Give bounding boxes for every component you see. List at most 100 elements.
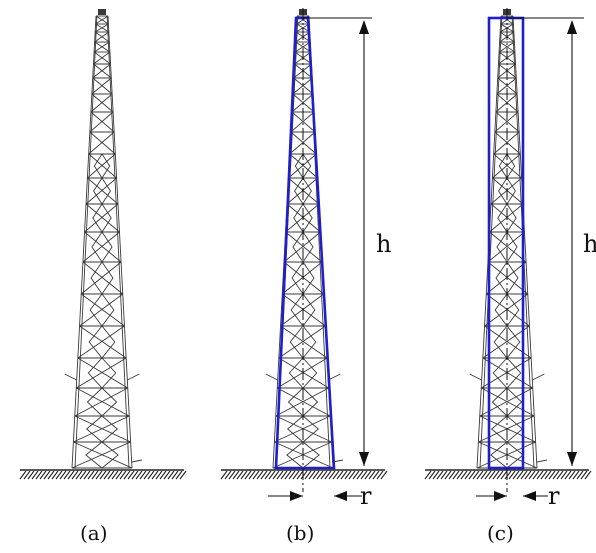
tower-brace	[489, 203, 524, 233]
caption-c: (c)	[487, 521, 514, 545]
tower-brace	[92, 63, 111, 79]
tower-brace	[280, 293, 325, 327]
tower-leg	[106, 15, 130, 469]
tower-brace	[272, 441, 332, 469]
radius-label-b: r	[360, 482, 372, 510]
tower-brace	[87, 153, 116, 179]
radius-dimension-b	[268, 491, 362, 501]
tower-brace	[280, 325, 328, 359]
tower-brace	[91, 77, 112, 95]
tower-brace	[76, 357, 127, 389]
tower-brace	[278, 325, 326, 359]
tower-brace	[286, 177, 318, 205]
tower-brace	[484, 293, 529, 327]
tower-brace	[283, 261, 325, 295]
stay-mark	[328, 373, 341, 381]
tower-brace	[85, 177, 117, 205]
tower-brace	[275, 415, 332, 443]
tower-brace	[497, 77, 518, 95]
tower-diamond	[91, 231, 113, 263]
tower-brace	[74, 415, 131, 443]
tower-brace	[93, 41, 110, 53]
tower-brace	[292, 77, 313, 95]
tower-brace	[80, 261, 122, 295]
caption-a: (a)	[80, 521, 108, 545]
tower-brace	[77, 325, 125, 359]
tower-brace	[493, 153, 522, 179]
ground-hatch	[424, 469, 592, 480]
stay-mark	[532, 373, 545, 381]
tower-brace	[495, 111, 520, 133]
tower-brace	[291, 111, 316, 133]
tower-brace	[492, 153, 521, 179]
tower-brace	[290, 131, 317, 155]
tower-brace	[490, 203, 525, 233]
tower-brace	[286, 203, 321, 233]
tower-brace	[274, 441, 334, 469]
tower-brace	[73, 415, 130, 443]
radius-dimension-c	[476, 491, 548, 501]
tower-brace	[77, 357, 128, 389]
stay-mark	[536, 459, 548, 463]
tower-brace	[485, 261, 527, 295]
tower-leg	[479, 15, 503, 469]
tower-diamond	[89, 293, 115, 327]
tower-brace	[281, 261, 323, 295]
tower-leg	[512, 15, 538, 469]
height-label-c: h	[583, 230, 596, 258]
tower-brace	[482, 325, 530, 359]
tower-brace	[494, 131, 521, 155]
tower-brace	[278, 357, 329, 389]
tower-brace	[88, 153, 117, 179]
tower-brace	[277, 387, 331, 417]
tower-brace	[274, 415, 331, 443]
tower-brace	[289, 131, 316, 155]
tower-diamond	[90, 261, 114, 295]
tower-brace	[487, 231, 525, 263]
stay-mark	[64, 373, 77, 381]
tower-brace	[498, 41, 515, 53]
tower-diamond	[92, 203, 112, 233]
tower-brace	[71, 441, 131, 469]
tower-brace	[285, 203, 320, 233]
panel-a-tower	[19, 9, 187, 480]
tower-brace	[79, 293, 124, 327]
tower-leg	[74, 15, 98, 469]
tower-brace	[91, 93, 114, 113]
tower-brace	[76, 387, 130, 417]
tower-brace	[293, 77, 314, 95]
stay-mark	[127, 373, 140, 381]
tower-brace	[285, 231, 323, 263]
tower-brace	[90, 111, 115, 133]
tower-brace	[478, 415, 535, 443]
tower-brace	[93, 51, 111, 65]
tower-brace	[88, 131, 115, 155]
stay-mark	[131, 459, 143, 463]
tower-brace	[84, 231, 122, 263]
tower-brace	[73, 441, 133, 469]
caption-b: (b)	[286, 521, 314, 545]
panel-b-tower	[220, 9, 388, 480]
tower-brace	[482, 357, 533, 389]
stay-mark	[469, 373, 482, 381]
tower-leg	[107, 15, 133, 469]
tower-brace	[89, 131, 116, 155]
tower-brace	[289, 153, 318, 179]
tower-diamond	[88, 325, 116, 359]
height-dimension-c	[507, 17, 584, 466]
tower-brace	[281, 293, 326, 327]
tower-brace	[79, 325, 127, 359]
height-dimension-b	[303, 17, 372, 466]
tower-brace	[493, 131, 520, 155]
panel-c-tower	[424, 9, 592, 480]
radius-label-c: r	[548, 482, 560, 510]
tower-brace	[85, 203, 120, 233]
tower-brace	[92, 77, 113, 95]
tower-leg	[71, 15, 97, 469]
tower-brace	[87, 177, 119, 205]
tower-brace	[288, 177, 320, 205]
tower-brace	[90, 93, 113, 113]
tower-brace	[290, 111, 315, 133]
ground-hatch	[220, 469, 388, 480]
